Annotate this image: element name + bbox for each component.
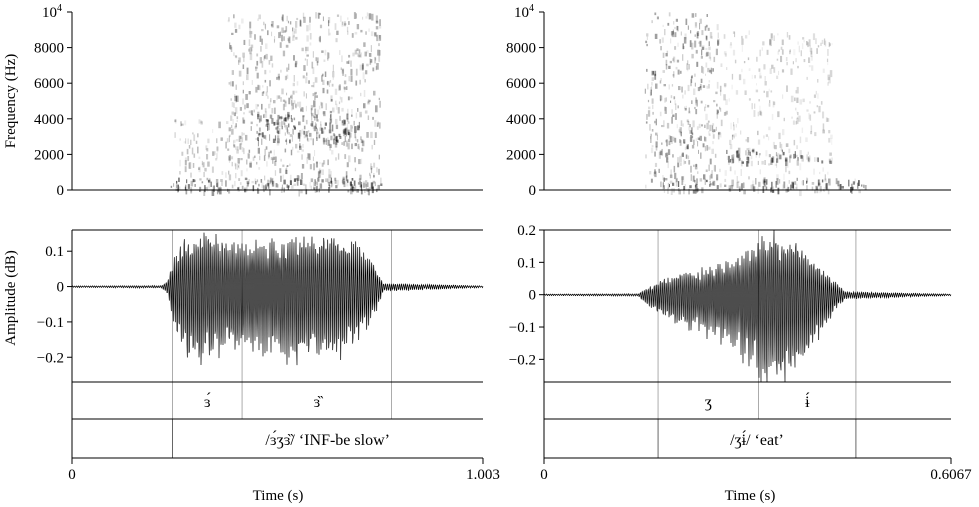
spectrogram-tick-label: 4000 [34, 112, 64, 128]
right-x-end: 0.6067 [930, 467, 972, 483]
left-xlabel: Time (s) [253, 488, 304, 504]
spectral-energy-band [227, 12, 382, 196]
left-x-end: 1.003 [466, 467, 500, 483]
spectrogram-tick-label: 2000 [506, 147, 536, 163]
spectrogram-tick-label: 4000 [506, 112, 536, 128]
right-xlabel: Time (s) [725, 488, 776, 504]
waveform-trace [71, 232, 484, 366]
right-waveform: 0.2 0.1 0 −0.1 −0.2 [509, 223, 952, 383]
segment-label: ɜ̏ [313, 394, 323, 411]
spectrogram-tick-label: 104 [514, 3, 534, 21]
spectral-energy-band [719, 30, 833, 194]
spectrogram-tick-label: 6000 [34, 76, 64, 92]
spectral-energy-band [726, 149, 832, 168]
spectrogram-tick-label: 8000 [34, 41, 64, 57]
right-x-start: 0 [540, 467, 548, 483]
spectral-energy-band [256, 113, 360, 147]
waveform-ylabel: Amplitude (dB) [3, 250, 19, 345]
spectrogram-tick-label: 0 [57, 183, 65, 199]
spectral-energy-band [644, 12, 721, 195]
spectral-energy-band [663, 177, 867, 197]
waveform-tick-label: −0.1 [37, 315, 64, 331]
spectrogram-tick-label: 8000 [506, 41, 536, 57]
left-waveform: 0.1 0 −0.1 −0.2 [37, 229, 484, 382]
waveform-tick-label: −0.2 [509, 352, 536, 368]
waveform-tick-label: −0.1 [509, 320, 536, 336]
left-spectrogram: 0 2000 4000 6000 8000 104 [34, 3, 483, 199]
segment-label: ʒ [705, 394, 712, 411]
left-panel: 0 2000 4000 6000 8000 104 0.1 0 −0.1 −0.2 ɜ́ ɜ̏ /ɜ… [3, 3, 500, 504]
spectrogram-tick-label: 6000 [506, 76, 536, 92]
segment-label: ɜ́ [204, 391, 211, 411]
spectrogram-tick-label: 104 [42, 3, 62, 21]
right-textgrid: ʒ ɨ́ /ʒɨ́/ ‘eat’ [543, 230, 952, 464]
right-spectrogram: 0 2000 4000 6000 8000 104 [506, 3, 951, 199]
waveform-tick-label: 0.1 [517, 255, 536, 271]
waveform-tick-label: 0.2 [517, 223, 536, 239]
gloss-label: /ɜ́ʒɜ̏/ ‘INF-be slow’ [265, 429, 390, 449]
segment-label: ɨ́ [805, 391, 810, 411]
right-panel: 0 2000 4000 6000 8000 104 0.2 0.1 0 −0.1 −0.2 ʒ ɨ́… [506, 3, 972, 504]
left-x-start: 0 [68, 467, 76, 483]
spectrogram-tick-label: 0 [529, 183, 537, 199]
waveform-tick-label: 0 [529, 288, 537, 304]
waveform-tick-label: 0.1 [45, 244, 64, 260]
waveform-tick-label: 0 [57, 280, 65, 296]
spectrogram-ylabel: Frequency (Hz) [3, 54, 19, 149]
left-textgrid: ɜ́ ɜ̏ /ɜ́ʒɜ̏/ ‘INF-be slow’ [71, 230, 484, 464]
waveform-tick-label: −0.2 [37, 350, 64, 366]
gloss-label: /ʒɨ́/ ‘eat’ [730, 429, 784, 449]
waveform-trace [543, 229, 952, 383]
spectrogram-tick-label: 2000 [34, 147, 64, 163]
